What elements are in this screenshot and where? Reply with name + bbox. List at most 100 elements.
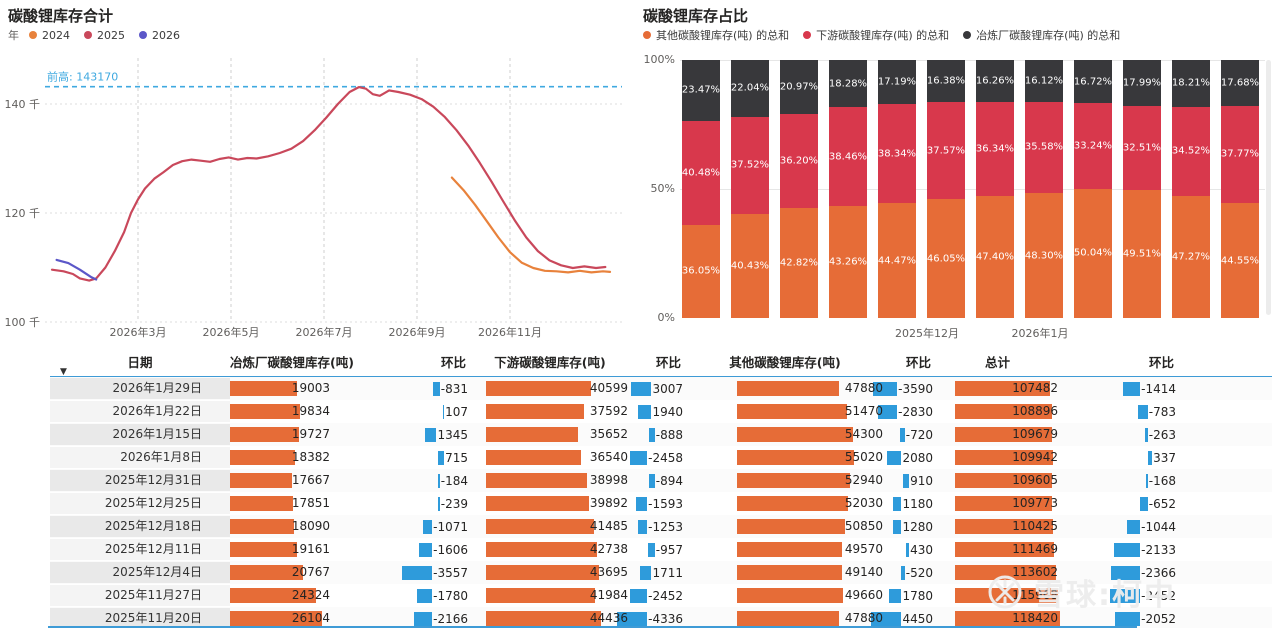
bar-segment-other[interactable]: 44.55% bbox=[1221, 203, 1259, 318]
bar-segment-downstream[interactable]: 40.48% bbox=[681, 120, 721, 225]
bar-segment-other[interactable]: 46.05% bbox=[927, 199, 965, 318]
bar-segment-other[interactable]: 47.40% bbox=[976, 195, 1014, 318]
bar-segment-other[interactable]: 47.27% bbox=[1172, 196, 1210, 318]
value-cell: 19727 bbox=[230, 423, 332, 446]
column-header-1[interactable]: 冶炼厂碳酸锂库存(吨) bbox=[230, 354, 354, 370]
stacked-bar[interactable]: 47.27% 34.52% 18.21% bbox=[1172, 60, 1210, 318]
bar-segment-downstream[interactable]: 33.24% bbox=[1074, 103, 1112, 189]
bar-segment-smelter[interactable]: 16.26% bbox=[976, 60, 1014, 102]
line-series-2026[interactable] bbox=[55, 258, 98, 281]
table-row[interactable]: 2025年12月11日 19161 -1606 42738 -957 49570 430 11… bbox=[50, 538, 1272, 561]
column-header-3[interactable]: 下游碳酸锂库存(吨) bbox=[494, 354, 606, 370]
x-tick-label: 2026年7月 bbox=[296, 325, 353, 339]
bar-segment-other[interactable]: 49.51% bbox=[1123, 190, 1161, 318]
column-header-4[interactable]: 环比 bbox=[655, 354, 681, 370]
table-row[interactable]: 2025年12月31日 17667 -184 38998 -894 52940 910 109… bbox=[50, 469, 1272, 492]
bar-segment-smelter[interactable]: 18.28% bbox=[828, 60, 868, 108]
bar-segment-smelter[interactable]: 17.99% bbox=[1123, 59, 1161, 107]
bar-segment-other[interactable]: 44.47% bbox=[878, 203, 916, 318]
wow-cell: 107 bbox=[332, 400, 470, 423]
wow-cell: -2166 bbox=[332, 607, 470, 628]
stacked-bar[interactable]: 47.40% 36.34% 16.26% bbox=[976, 60, 1014, 318]
y-tick-label: 140 千 bbox=[5, 98, 41, 111]
bar-segment-downstream[interactable]: 36.34% bbox=[976, 101, 1014, 196]
bar-segment-downstream[interactable]: 34.52% bbox=[1172, 106, 1210, 197]
wow-data-bar bbox=[443, 404, 445, 419]
wow-number: 4450 bbox=[902, 611, 933, 626]
column-header-7[interactable]: 总计 bbox=[984, 354, 1010, 370]
bar-segment-other[interactable]: 50.04% bbox=[1074, 188, 1112, 318]
bar-segment-other[interactable]: 48.30% bbox=[1025, 193, 1063, 318]
line-series-2025[interactable] bbox=[50, 85, 607, 282]
sort-indicator-icon[interactable]: ▼ bbox=[60, 367, 67, 377]
bar-segment-smelter[interactable]: 16.38% bbox=[927, 60, 965, 103]
value-data-bar bbox=[955, 519, 1053, 534]
bar-segment-smelter[interactable]: 16.72% bbox=[1074, 60, 1112, 104]
table-row[interactable]: 2025年12月25日 17851 -239 39892 -1593 52030 1180 1… bbox=[50, 492, 1272, 515]
bar-segment-downstream[interactable]: 32.51% bbox=[1123, 106, 1161, 191]
date-cell: 2025年11月27日 bbox=[50, 585, 230, 606]
value-cell: 35652 bbox=[470, 423, 630, 446]
bar-segment-downstream[interactable]: 38.46% bbox=[829, 107, 867, 207]
scrollbar[interactable] bbox=[1266, 60, 1271, 315]
bar-segment-smelter[interactable]: 16.12% bbox=[1025, 60, 1063, 102]
bar-segment-smelter[interactable]: 23.47% bbox=[682, 60, 720, 121]
bar-segment-smelter[interactable]: 20.97% bbox=[780, 60, 818, 115]
stacked-bar[interactable]: 48.30% 35.58% 16.12% bbox=[1025, 60, 1063, 318]
bar-segment-other[interactable]: 43.26% bbox=[829, 206, 867, 318]
column-header-6[interactable]: 环比 bbox=[905, 354, 931, 370]
bar-segment-downstream[interactable]: 35.58% bbox=[1025, 101, 1063, 194]
bar-segment-label: 18.28% bbox=[828, 78, 868, 90]
legend-item-2026[interactable]: 2026 bbox=[139, 29, 180, 42]
stacked-bar[interactable]: 49.51% 32.51% 17.99% bbox=[1123, 59, 1161, 318]
stacked-bar[interactable]: 44.47% 38.34% 17.19% bbox=[878, 60, 916, 318]
table-row[interactable]: 2026年1月15日 19727 1345 35652 -888 54300 -720 109… bbox=[50, 423, 1272, 446]
table-row[interactable]: 2026年1月29日 19003 -831 40599 3007 47880 -3590 10… bbox=[50, 377, 1272, 400]
legend-item-2025[interactable]: 2025 bbox=[84, 29, 125, 42]
stacked-bar[interactable]: 40.43% 37.52% 22.04% bbox=[731, 60, 769, 318]
wow-cell: -520 bbox=[885, 561, 935, 584]
bar-segment-other[interactable]: 40.43% bbox=[731, 213, 769, 318]
column-header-5[interactable]: 其他碳酸锂库存(吨) bbox=[729, 354, 841, 370]
table-row[interactable]: 2026年1月8日 18382 715 36540 -2458 55020 2080 1099… bbox=[50, 446, 1272, 469]
bar-segment-other[interactable]: 42.82% bbox=[780, 207, 818, 318]
stacked-bar[interactable]: 42.82% 36.20% 20.97% bbox=[780, 60, 818, 318]
bar-segment-downstream[interactable]: 36.20% bbox=[780, 114, 818, 208]
value-cell: 109942 bbox=[935, 446, 1060, 469]
bar-segment-downstream[interactable]: 37.52% bbox=[731, 116, 769, 214]
wow-data-bar bbox=[1110, 588, 1141, 603]
wow-data-bar bbox=[1115, 611, 1141, 626]
stacked-bar[interactable]: 50.04% 33.24% 16.72% bbox=[1074, 60, 1112, 318]
table-row[interactable]: 2025年12月18日 18090 -1071 41485 -1253 50850 1280… bbox=[50, 515, 1272, 538]
legend-item-2024[interactable]: 2024 bbox=[29, 29, 70, 42]
bar-segment-downstream[interactable]: 37.77% bbox=[1221, 105, 1259, 204]
stacked-bar[interactable]: 43.26% 38.46% 18.28% bbox=[829, 60, 867, 318]
bar-segment-smelter[interactable]: 17.68% bbox=[1221, 60, 1259, 106]
legend-dot-icon bbox=[84, 31, 92, 39]
column-header-0[interactable]: 日期 bbox=[127, 354, 153, 370]
legend-item-smelter[interactable]: 冶炼厂碳酸锂库存(吨) 的总和 bbox=[963, 27, 1120, 43]
stacked-bar[interactable]: 44.55% 37.77% 17.68% bbox=[1221, 60, 1259, 318]
bar-segment-smelter[interactable]: 17.19% bbox=[878, 60, 916, 105]
table-row[interactable]: 2026年1月22日 19834 107 37592 1940 51470 -2830 108… bbox=[50, 400, 1272, 423]
table-row[interactable]: 2025年11月20日 26104 -2166 44436 -4336 47880 4450… bbox=[50, 607, 1272, 628]
wow-cell: 1180 bbox=[885, 492, 935, 515]
line-series-2024[interactable] bbox=[450, 176, 612, 274]
wow-number: -239 bbox=[440, 496, 468, 511]
bar-segment-label: 40.48% bbox=[681, 167, 721, 179]
bar-segment-downstream[interactable]: 38.34% bbox=[878, 104, 916, 204]
bar-segment-downstream[interactable]: 37.57% bbox=[927, 102, 965, 200]
table-row[interactable]: 2025年12月4日 20767 -3557 43695 1711 49140 -520 11… bbox=[50, 561, 1272, 584]
value-cell: 24324 bbox=[230, 584, 332, 607]
bar-segment-other[interactable]: 36.05% bbox=[682, 224, 720, 318]
stacked-bar[interactable]: 36.05% 40.48% 23.47% bbox=[682, 60, 720, 318]
bar-segment-smelter[interactable]: 18.21% bbox=[1172, 60, 1210, 107]
stacked-bar[interactable]: 46.05% 37.57% 16.38% bbox=[927, 60, 965, 318]
value-cell: 113602 bbox=[935, 561, 1060, 584]
value-cell: 109605 bbox=[935, 469, 1060, 492]
column-header-2[interactable]: 环比 bbox=[440, 354, 466, 370]
legend-item-other[interactable]: 其他碳酸锂库存(吨) 的总和 bbox=[643, 27, 789, 43]
column-header-8[interactable]: 环比 bbox=[1148, 354, 1174, 370]
legend-item-downstream[interactable]: 下游碳酸锂库存(吨) 的总和 bbox=[803, 27, 949, 43]
bar-segment-smelter[interactable]: 22.04% bbox=[731, 60, 769, 117]
